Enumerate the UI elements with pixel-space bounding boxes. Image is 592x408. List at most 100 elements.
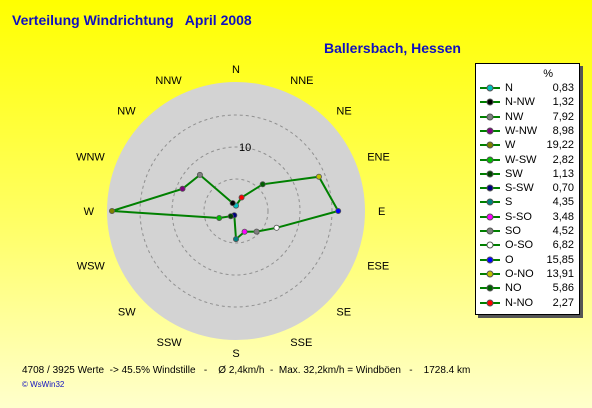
legend-item: NW 7,92 bbox=[476, 111, 579, 125]
legend-marker-icon bbox=[480, 299, 500, 306]
data-point bbox=[196, 171, 203, 178]
legend-marker-icon bbox=[480, 256, 500, 264]
legend-marker-icon bbox=[480, 184, 500, 192]
legend-item: SW 1,13 bbox=[476, 168, 579, 182]
legend-marker-icon bbox=[480, 198, 500, 206]
credit-label: © WsWin32 bbox=[22, 380, 65, 389]
data-point bbox=[238, 194, 245, 201]
legend-name: S-SO bbox=[505, 210, 532, 223]
direction-label: NE bbox=[336, 106, 351, 118]
legend-value: 4,52 bbox=[552, 225, 574, 237]
legend-item: SO 4,52 bbox=[476, 225, 579, 239]
direction-label: SE bbox=[336, 306, 351, 318]
legend-value: 0,83 bbox=[552, 82, 574, 94]
direction-label: WNW bbox=[76, 152, 105, 164]
legend-value: 19,22 bbox=[546, 139, 574, 152]
direction-label: NNE bbox=[290, 75, 313, 87]
legend-value: 5,86 bbox=[552, 282, 574, 295]
legend-value: 8,98 bbox=[552, 124, 574, 137]
legend-item: O 15,85 bbox=[476, 254, 579, 268]
data-point bbox=[273, 224, 280, 231]
legend-marker-icon bbox=[480, 170, 500, 178]
legend-item: S 4,35 bbox=[476, 196, 579, 210]
legend-value: 2,27 bbox=[552, 296, 574, 309]
legend-value: 13,91 bbox=[546, 267, 574, 280]
legend-name: SO bbox=[505, 225, 521, 237]
legend-name: N-NO bbox=[505, 296, 534, 309]
legend-value: 1,32 bbox=[552, 96, 574, 109]
legend-name: S-SW bbox=[505, 182, 534, 195]
direction-label: S bbox=[232, 348, 239, 360]
legend-unit: % bbox=[543, 68, 553, 80]
direction-label: N bbox=[232, 64, 240, 76]
location-label: Ballersbach, Hessen bbox=[324, 40, 461, 56]
legend-marker-icon bbox=[480, 113, 500, 121]
legend-item: W-SW 2,82 bbox=[476, 154, 579, 168]
legend-marker-icon bbox=[480, 98, 500, 106]
direction-label: SW bbox=[118, 306, 136, 318]
legend-name: SW bbox=[505, 167, 523, 180]
data-point bbox=[227, 213, 234, 220]
direction-label: ENE bbox=[367, 152, 390, 164]
data-point bbox=[335, 207, 342, 214]
rose-disc bbox=[107, 82, 365, 340]
legend-value: 7,92 bbox=[552, 110, 574, 123]
direction-label: SSE bbox=[290, 337, 312, 349]
legend: % N 0,83 N-NW 1,32 NW 7,92 W-NW 8,98 W 19,22 W-SW 2… bbox=[475, 63, 580, 315]
data-point bbox=[179, 185, 186, 192]
rose-ring-outer bbox=[139, 114, 333, 308]
direction-label: ESE bbox=[367, 260, 389, 272]
rose-ring-middle bbox=[171, 146, 301, 276]
data-point bbox=[109, 207, 116, 214]
data-point bbox=[229, 200, 236, 207]
legend-name: W-NW bbox=[505, 124, 538, 137]
legend-marker-icon bbox=[480, 213, 500, 221]
legend-marker-icon bbox=[480, 270, 500, 278]
legend-value: 6,82 bbox=[552, 239, 574, 252]
legend-value: 4,35 bbox=[552, 196, 574, 209]
legend-name: W bbox=[505, 139, 516, 152]
data-point bbox=[216, 214, 223, 221]
legend-item: N-NW 1,32 bbox=[476, 96, 579, 110]
legend-item: W 19,22 bbox=[476, 139, 579, 153]
data-point bbox=[315, 173, 322, 180]
data-point bbox=[232, 236, 239, 243]
legend-marker-icon bbox=[480, 241, 500, 249]
legend-item: N 0,83 bbox=[476, 82, 579, 96]
legend-item: O-SO 6,82 bbox=[476, 239, 579, 253]
legend-item: NO 5,86 bbox=[476, 282, 579, 296]
stats-footer: 4708 / 3925 Werte -> 45.5% Windstille - … bbox=[22, 365, 471, 376]
legend-name: O-NO bbox=[505, 267, 534, 280]
legend-name: NO bbox=[505, 282, 522, 295]
ring-label: 10 bbox=[239, 142, 251, 154]
direction-label: NW bbox=[117, 106, 136, 118]
chart-title: Verteilung Windrichtung April 2008 bbox=[12, 12, 252, 28]
legend-name: N-NW bbox=[505, 96, 535, 109]
legend-value: 2,82 bbox=[552, 153, 574, 166]
legend-name: NW bbox=[505, 110, 524, 123]
direction-label: SSW bbox=[157, 337, 183, 349]
legend-marker-icon bbox=[480, 141, 500, 149]
legend-value: 1,13 bbox=[552, 167, 574, 180]
legend-marker-icon bbox=[480, 127, 500, 135]
legend-marker-icon bbox=[480, 84, 500, 92]
data-point bbox=[253, 228, 260, 235]
rose-ring-inner bbox=[203, 178, 269, 244]
legend-item: S-SW 0,70 bbox=[476, 182, 579, 196]
legend-item: O-NO 13,91 bbox=[476, 268, 579, 282]
legend-marker-icon bbox=[480, 156, 500, 163]
legend-value: 0,70 bbox=[552, 182, 574, 195]
direction-label: W bbox=[84, 206, 95, 218]
legend-marker-icon bbox=[480, 227, 500, 235]
legend-name: W-SW bbox=[505, 153, 537, 166]
legend-name: N bbox=[505, 82, 513, 94]
legend-item: W-NW 8,98 bbox=[476, 125, 579, 139]
legend-value: 15,85 bbox=[546, 253, 574, 266]
legend-item: N-NO 2,27 bbox=[476, 297, 579, 311]
legend-value: 3,48 bbox=[552, 210, 574, 223]
direction-label: NNW bbox=[155, 75, 182, 87]
legend-name: S bbox=[505, 196, 513, 209]
legend-name: O bbox=[505, 253, 514, 266]
direction-label: E bbox=[378, 206, 385, 218]
